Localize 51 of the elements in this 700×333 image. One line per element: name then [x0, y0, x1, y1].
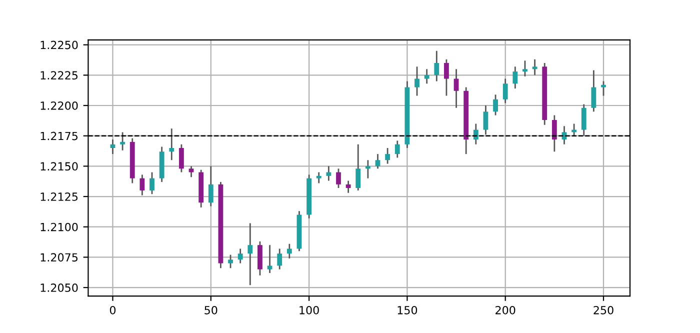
- candlestick: [493, 94, 498, 116]
- candlestick: [238, 248, 243, 264]
- candlestick: [365, 159, 370, 180]
- y-tick-label: 1.2150: [40, 162, 78, 171]
- candlestick: [208, 165, 214, 207]
- candlestick: [336, 168, 341, 189]
- y-tick-label: 1.2250: [40, 40, 78, 50]
- candlestick: [356, 144, 361, 192]
- y-tick-label: 1.2050: [40, 284, 78, 292]
- candlestick: [286, 243, 292, 260]
- candlestick: [169, 128, 174, 161]
- candlestick: [277, 248, 282, 270]
- candlestick: [532, 58, 538, 76]
- y-tick-label: 1.2125: [40, 192, 78, 201]
- candlestick: [522, 60, 528, 78]
- y-tick-label: 1.2225: [40, 71, 78, 80]
- candlestick: [454, 68, 459, 109]
- candlestick: [178, 144, 184, 173]
- candlestick: [414, 66, 420, 96]
- candlestick: [228, 254, 233, 269]
- candlestick: [512, 66, 518, 90]
- candlestick: [267, 244, 272, 274]
- x-tick-label: 0: [110, 306, 116, 314]
- candlestick: [394, 140, 400, 158]
- candlestick: [150, 172, 154, 195]
- candlestick: [385, 147, 390, 164]
- candlestick: [502, 78, 508, 104]
- y-tick-label: 1.2200: [40, 101, 78, 110]
- x-tick-label: 100: [300, 306, 319, 314]
- candlestick: [424, 68, 430, 84]
- candlestick: [601, 80, 606, 96]
- y-tick-label: 1.2075: [40, 253, 78, 262]
- x-tick-label: 150: [398, 306, 418, 314]
- y-tick-label: 1.2100: [40, 222, 78, 232]
- candlestick: [581, 104, 586, 137]
- x-tick-label: 250: [594, 306, 614, 314]
- candlestick: [434, 50, 440, 82]
- candlestick: [552, 114, 557, 152]
- x-tick-label: 200: [496, 306, 516, 314]
- candlestick: [316, 172, 322, 184]
- candlestick: [591, 70, 596, 112]
- candlestick: [444, 58, 449, 96]
- x-tick-label: 50: [204, 306, 218, 314]
- candlestick: [375, 153, 380, 170]
- candlestick: [483, 104, 488, 136]
- candlestick: [326, 165, 332, 182]
- y-tick-label: 1.2175: [40, 132, 78, 140]
- candlestick: [248, 222, 253, 286]
- candlestick: [120, 132, 126, 152]
- candlestick: [140, 174, 145, 196]
- candlestick: [346, 180, 351, 194]
